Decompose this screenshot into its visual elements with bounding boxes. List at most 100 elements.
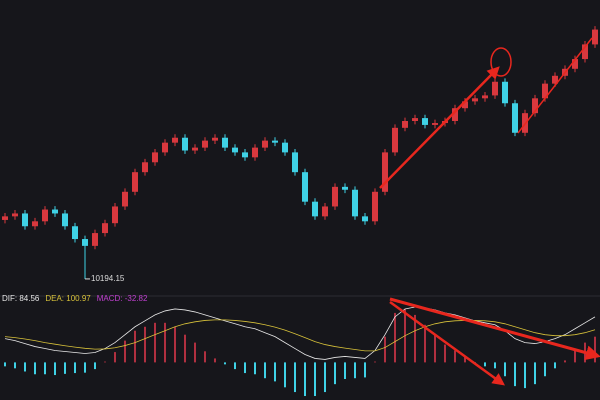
candle-body	[92, 233, 98, 246]
macd-bar	[324, 362, 326, 393]
candle-body	[332, 186, 338, 207]
candle-body	[472, 98, 478, 102]
macd-bar	[314, 362, 316, 397]
macd-bar	[504, 362, 506, 377]
candle-body	[122, 191, 128, 207]
candle-body	[312, 201, 318, 217]
candle-body	[292, 152, 298, 173]
macd-line	[4, 306, 596, 360]
candle-body	[302, 172, 308, 202]
macd-bar	[464, 357, 466, 363]
macd-bar	[334, 362, 336, 385]
candle-body	[592, 29, 598, 45]
macd-bar	[54, 362, 56, 376]
candle-body	[162, 142, 168, 153]
macd-bar	[264, 362, 266, 379]
macd-bar	[164, 322, 166, 363]
candle-body	[192, 147, 198, 151]
macd-bar	[204, 351, 206, 363]
macd-bar	[524, 362, 526, 389]
candle-body	[552, 75, 558, 84]
macd-bar	[304, 362, 306, 397]
candle-body	[362, 216, 368, 222]
legend-entry: MACD: -32.82	[97, 294, 148, 303]
low-label: 10194.15	[91, 274, 125, 283]
candle-body	[492, 81, 498, 96]
candle-body	[392, 127, 398, 153]
circle	[490, 47, 512, 77]
candle-body	[282, 142, 288, 153]
arrow	[379, 66, 500, 189]
macd-panel	[4, 306, 596, 397]
macd-bar	[284, 362, 286, 388]
legend-entry: DIF: 84.56	[2, 294, 40, 303]
macd-bar	[544, 362, 546, 377]
macd-bar	[194, 342, 196, 363]
macd-bar	[34, 362, 36, 375]
macd-bar	[564, 360, 566, 363]
candle-body	[2, 216, 8, 220]
candle-body	[42, 209, 48, 222]
candle-body	[62, 213, 68, 227]
macd-bar	[4, 362, 6, 367]
macd-bar	[594, 336, 596, 363]
macd-bar	[364, 362, 366, 378]
macd-bar	[574, 350, 576, 363]
macd-bar	[394, 312, 396, 363]
macd-bar	[144, 326, 146, 363]
candle-body	[182, 137, 188, 151]
candle-body	[582, 44, 588, 60]
candle-body	[22, 213, 28, 227]
candle-body	[342, 186, 348, 190]
candle-body	[252, 147, 258, 158]
macd-bar	[294, 362, 296, 393]
macd-bar	[84, 362, 86, 373]
macd-bar	[24, 362, 26, 372]
candle-body	[462, 101, 468, 109]
candle-body	[142, 162, 148, 173]
candle-body	[572, 59, 578, 69]
macd-bar	[554, 362, 556, 369]
macd-bar	[424, 324, 426, 363]
macd-line	[4, 319, 596, 352]
macd-bar	[184, 334, 186, 363]
macd-bar	[354, 362, 356, 379]
macd-bar	[274, 362, 276, 382]
macd-bar	[14, 362, 16, 369]
macd-bar	[44, 362, 46, 375]
macd-bar	[384, 336, 386, 363]
macd-bar	[494, 362, 496, 369]
arrow	[389, 297, 600, 361]
macd-bar	[174, 326, 176, 363]
macd-bar	[454, 350, 456, 363]
candle-body	[232, 147, 238, 153]
candle-body	[212, 137, 218, 141]
candle-body	[72, 226, 78, 240]
macd-bar	[114, 352, 116, 363]
annotations	[379, 37, 600, 386]
macd-bar	[254, 362, 256, 375]
macd-bar	[344, 362, 346, 380]
candle-body	[412, 118, 418, 121]
macd-bar	[224, 362, 226, 365]
candle-body	[82, 239, 88, 246]
candle-body	[272, 140, 278, 143]
candle-body	[222, 137, 228, 148]
macd-bar	[244, 362, 246, 374]
candle-body	[202, 140, 208, 148]
candle-body	[432, 123, 438, 125]
macd-bar	[214, 358, 216, 363]
candle-body	[402, 121, 408, 128]
trend-line	[517, 37, 593, 134]
macd-bar	[64, 362, 66, 374]
macd-bar	[514, 362, 516, 387]
candle-body	[382, 152, 388, 192]
candle-body	[152, 152, 158, 163]
candle-body	[422, 118, 428, 125]
candle-body	[452, 108, 458, 121]
candle-body	[352, 189, 358, 217]
candle-body	[132, 172, 138, 192]
macd-bar	[414, 314, 416, 363]
